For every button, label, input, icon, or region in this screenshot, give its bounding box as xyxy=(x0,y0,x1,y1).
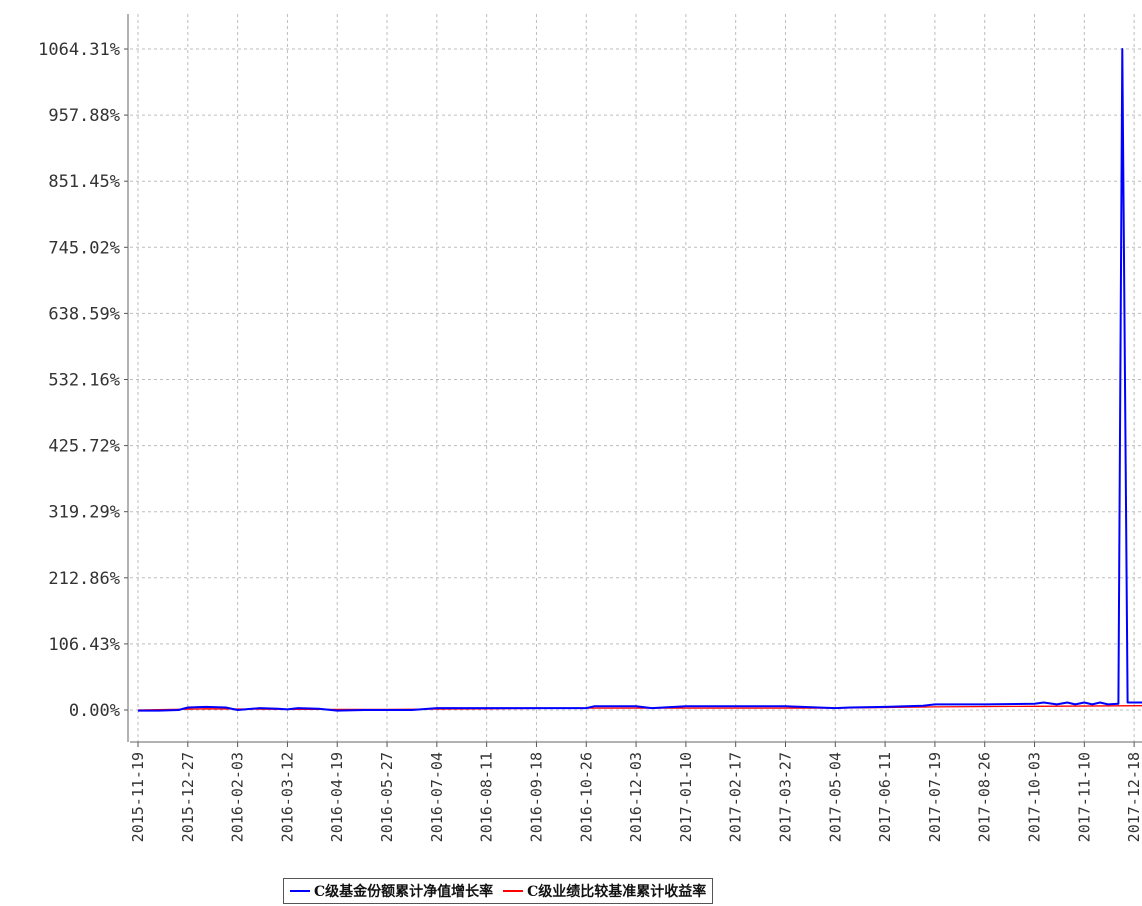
x-tick-label: 2017-07-19 xyxy=(926,752,944,842)
y-tick-label: 532.16% xyxy=(48,370,120,390)
y-tick-label: 745.02% xyxy=(48,238,120,258)
x-tick-label: 2015-12-27 xyxy=(179,752,197,842)
y-tick-label: 851.45% xyxy=(48,172,120,192)
x-tick-label: 2016-08-11 xyxy=(478,752,496,842)
x-tick-label: 2016-07-04 xyxy=(428,752,446,842)
legend-item-series-1: C级业绩比较基准累计收益率 xyxy=(503,881,706,901)
x-tick-label: 2016-04-19 xyxy=(328,752,346,842)
y-tick-label: 319.29% xyxy=(48,503,120,523)
x-tick-label: 2016-03-12 xyxy=(278,752,296,842)
x-tick-label: 2017-10-03 xyxy=(1026,752,1044,842)
y-tick-label: 1064.31% xyxy=(38,40,120,60)
x-tick-label: 2017-03-27 xyxy=(776,752,794,842)
x-tick-label: 2016-05-27 xyxy=(378,752,396,842)
legend-item-series-0: C级基金份额累计净值增长率 xyxy=(290,881,493,901)
x-tick-label: 2016-02-03 xyxy=(229,752,247,842)
x-tick-label: 2017-12-18 xyxy=(1125,752,1142,842)
x-tick-label: 2017-11-10 xyxy=(1075,752,1093,842)
x-tick-label: 2017-02-17 xyxy=(727,752,745,842)
x-tick-label: 2016-10-26 xyxy=(577,752,595,842)
grid-lines xyxy=(130,14,1142,742)
x-tick-label: 2017-08-26 xyxy=(976,752,994,842)
legend-swatch-series-1 xyxy=(503,890,524,892)
y-tick-label: 425.72% xyxy=(48,437,120,457)
legend: C级基金份额累计净值增长率 C级业绩比较基准累计收益率 xyxy=(283,878,714,904)
legend-label-series-0: C级基金份额累计净值增长率 xyxy=(314,884,494,900)
y-tick-label: 638.59% xyxy=(48,304,120,324)
legend-swatch-series-0 xyxy=(290,890,310,892)
x-tick-label: 2017-06-11 xyxy=(876,752,894,842)
x-tick-label: 2017-05-04 xyxy=(826,752,844,842)
y-axis: 1064.31% 957.88% 851.45% 745.02% 638.59% 532.… xyxy=(38,14,129,742)
y-tick-label: 212.86% xyxy=(48,569,120,589)
x-axis: 2015-11-19 2015-12-27 2016-02-03 2016-03-12… xyxy=(129,741,1142,842)
x-tick-label: 2017-01-10 xyxy=(677,752,695,842)
series-line-0 xyxy=(138,48,1142,712)
x-tick-label: 2015-11-19 xyxy=(129,752,147,842)
y-tick-label: 0.00% xyxy=(69,701,120,721)
x-tick-label: 2016-12-03 xyxy=(627,752,645,842)
series-lines xyxy=(137,48,1142,712)
y-tick-label: 957.88% xyxy=(48,106,120,126)
legend-label-series-1: C级业绩比较基准累计收益率 xyxy=(527,884,707,900)
y-tick-label: 106.43% xyxy=(48,635,120,655)
x-tick-label: 2016-09-18 xyxy=(527,752,545,842)
